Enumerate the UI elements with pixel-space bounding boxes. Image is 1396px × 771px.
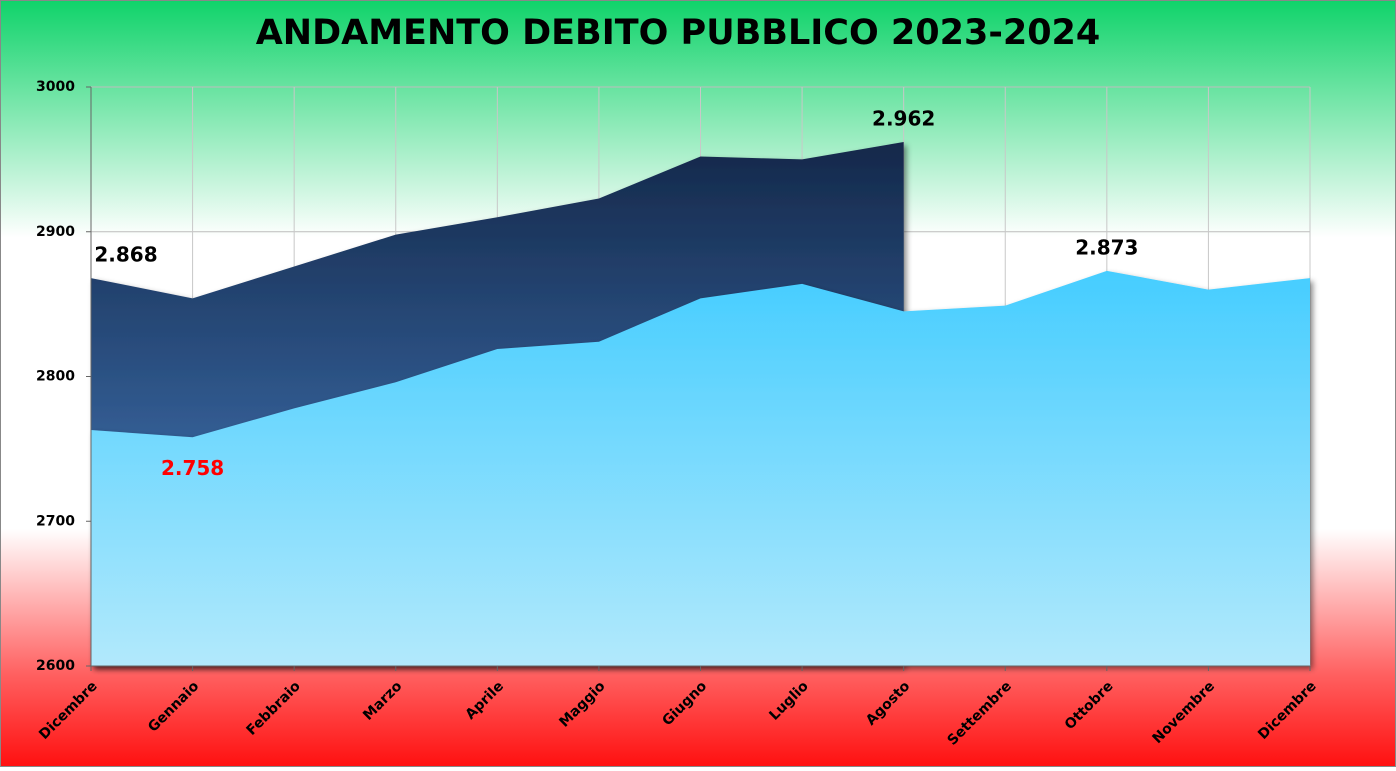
- data-label: 2.758: [161, 456, 224, 480]
- area: [91, 270, 1310, 666]
- y-tick-label: 2700: [36, 513, 75, 529]
- y-tick-label: 2900: [36, 224, 75, 240]
- data-label: 2.868: [94, 243, 157, 267]
- data-label: 2.962: [872, 107, 935, 131]
- y-tick-label: 2600: [36, 658, 75, 674]
- y-tick-label: 3000: [36, 79, 75, 95]
- chart-title: ANDAMENTO DEBITO PUBBLICO 2023-2024: [256, 13, 1101, 53]
- data-label: 2.873: [1075, 235, 1138, 259]
- y-tick-label: 2800: [36, 369, 75, 385]
